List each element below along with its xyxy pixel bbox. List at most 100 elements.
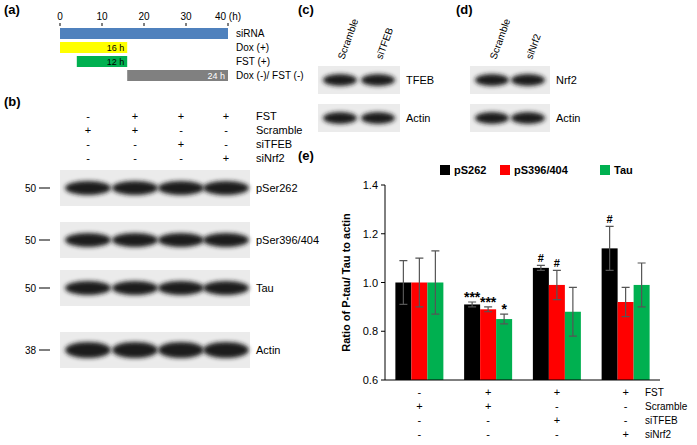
condition-sign: +: [485, 386, 491, 398]
tick-label: 10: [96, 11, 108, 22]
band: [511, 112, 545, 124]
bar-label: FST (+): [236, 56, 270, 67]
panel-label: (c): [298, 2, 314, 17]
lane-label: siNrf2: [524, 32, 543, 61]
y-tick: [381, 380, 385, 381]
bar: [480, 309, 496, 380]
legend-swatch: [600, 165, 610, 175]
bar-label: Dox (-)/ FST (-): [236, 70, 304, 81]
condition-sign: -: [624, 414, 628, 426]
condition-label: Scramble: [256, 124, 302, 136]
tick-label: 40 (h): [215, 11, 241, 22]
condition-sign: +: [223, 152, 229, 164]
band: [158, 281, 204, 295]
row-label: Actin: [406, 112, 430, 124]
condition-sign: -: [86, 152, 90, 164]
significance: #: [554, 257, 560, 269]
error-bar: [638, 263, 646, 307]
panel-label: (d): [456, 2, 473, 17]
condition-sign: +: [178, 138, 184, 150]
tick: [60, 23, 61, 26]
condition-sign: -: [86, 138, 90, 150]
y-axis: [385, 185, 386, 380]
blot-strip: [60, 222, 250, 258]
condition-sign: -: [624, 400, 628, 412]
condition-label: siTFEB: [645, 415, 678, 426]
band: [203, 281, 249, 295]
band: [203, 181, 249, 195]
row-label: Actin: [256, 344, 280, 356]
marker-dash: [39, 350, 50, 351]
condition-sign: -: [86, 110, 90, 122]
significance: ***: [464, 289, 481, 305]
error-bar: [415, 258, 423, 307]
significance: *: [501, 301, 507, 317]
blot-strip: [60, 332, 250, 368]
blot-strip: [60, 170, 250, 206]
panel-label: (b): [4, 94, 21, 109]
condition-sign: -: [418, 428, 422, 440]
legend-label: pS262: [454, 164, 486, 176]
tick: [102, 23, 103, 26]
band: [203, 233, 249, 247]
band: [475, 74, 509, 86]
marker-label: 50: [25, 235, 37, 246]
bar: [496, 319, 512, 380]
timeline-bar: [127, 70, 228, 81]
band: [65, 181, 111, 195]
marker-dash: [39, 188, 50, 189]
lane-label: Scramble: [336, 17, 361, 61]
tick-label: 30: [180, 11, 192, 22]
condition-sign: +: [416, 400, 422, 412]
blot-strip: [470, 66, 550, 94]
bar-chart: 0.60.81.01.21.4Ratio of P-tau/ Tau to ac…: [340, 164, 688, 440]
band: [112, 181, 158, 195]
condition-sign: -: [418, 386, 422, 398]
panel-label: (a): [4, 2, 20, 17]
condition-sign: +: [622, 428, 628, 440]
row-label: Tau: [256, 282, 274, 294]
marker-label: 38: [25, 345, 37, 356]
x-axis: [385, 380, 660, 381]
band: [158, 181, 204, 195]
y-tick: [381, 331, 385, 332]
y-tick: [381, 282, 385, 283]
condition-sign: -: [179, 152, 183, 164]
condition-sign: -: [555, 428, 559, 440]
band: [203, 342, 249, 358]
significance: ***: [480, 294, 497, 310]
duration-label: 24 h: [207, 71, 225, 81]
bar: [533, 268, 549, 380]
error-bar: [399, 261, 407, 305]
tick: [144, 23, 145, 26]
tick-label: 0: [57, 11, 63, 22]
condition-sign: -: [486, 414, 490, 426]
y-tick-label: 1.0: [363, 277, 378, 289]
figure: (a)010203040 (h)siRNADox (+)16 hFST (+)1…: [0, 0, 697, 445]
condition-sign: -: [179, 124, 183, 136]
condition-sign: -: [133, 138, 137, 150]
row-label: Nrf2: [556, 74, 577, 86]
condition-label: FST: [256, 110, 277, 122]
panel-label: (e): [298, 148, 314, 163]
blot-c: ScramblesiTFEBTFEBActin: [318, 17, 434, 132]
error-bar: [431, 251, 439, 314]
condition-label: FST: [645, 387, 664, 398]
band: [112, 342, 158, 358]
timeline-bar: [60, 28, 228, 39]
band: [65, 233, 111, 247]
timeline-bar: [60, 42, 127, 53]
condition-sign: -: [133, 152, 137, 164]
blot-strip: [318, 104, 400, 132]
condition-sign: -: [418, 414, 422, 426]
band: [361, 74, 395, 86]
timeline: 010203040 (h)siRNADox (+)16 hFST (+)12 h…: [57, 11, 303, 81]
condition-label: siNrf2: [256, 152, 285, 164]
tick: [228, 23, 229, 26]
condition-sign: +: [132, 110, 138, 122]
band: [511, 74, 545, 86]
row-label: pSer396/404: [256, 234, 319, 246]
marker-dash: [39, 240, 50, 241]
condition-sign: +: [178, 110, 184, 122]
legend-label: pS396/404: [514, 164, 569, 176]
